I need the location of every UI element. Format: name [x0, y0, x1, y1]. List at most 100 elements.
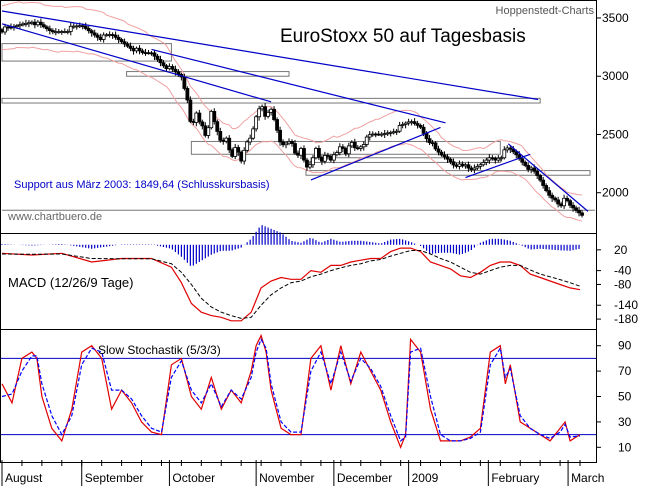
price-candle — [185, 88, 190, 101]
price-candle — [296, 152, 300, 156]
price-candle — [251, 128, 256, 139]
price-candle — [161, 62, 166, 67]
price-candle — [227, 137, 232, 151]
stoch-tick-label: 10 — [618, 440, 632, 454]
price-candle — [80, 25, 85, 28]
month-label: November — [259, 471, 314, 485]
price-candle — [430, 142, 435, 145]
price-candle — [442, 154, 447, 158]
price-candle — [191, 121, 196, 123]
price-candle — [421, 126, 426, 134]
price-candle — [571, 204, 575, 209]
price-candle — [388, 131, 393, 134]
price-tick-label: 3500 — [602, 11, 629, 25]
price-candle — [382, 133, 387, 135]
price-candle — [317, 148, 321, 158]
stoch-tick-label: 70 — [618, 364, 632, 378]
trendline — [151, 48, 446, 124]
price-candle — [266, 111, 270, 117]
price-candle — [152, 52, 157, 57]
signal-line — [1, 250, 581, 319]
price-candle — [397, 125, 402, 132]
price-candle — [436, 148, 441, 153]
price-candle — [119, 39, 124, 43]
price-candle — [361, 144, 366, 148]
price-candle — [394, 130, 399, 133]
price-candle — [95, 34, 100, 38]
stoch-axis: 10 30 50 70 90 — [596, 339, 632, 454]
price-candle — [0, 29, 4, 33]
price-candle — [149, 52, 154, 55]
price-candle — [314, 148, 318, 159]
price-candle — [272, 108, 276, 120]
price-candle — [331, 154, 336, 161]
month-label: August — [5, 471, 43, 485]
price-candle — [574, 207, 578, 211]
bollinger-lower-band — [1, 46, 583, 222]
price-candle — [47, 28, 52, 31]
price-candle — [215, 121, 220, 132]
price-candle — [6, 26, 10, 29]
price-candle — [206, 127, 211, 136]
price-candle — [65, 31, 70, 33]
price-candle — [15, 25, 19, 28]
price-candle — [74, 25, 79, 28]
price-candle — [385, 132, 390, 135]
price-candle — [176, 71, 181, 75]
price-candle — [134, 47, 139, 52]
price-candle — [230, 149, 235, 157]
price-candle — [475, 165, 480, 169]
price-candle — [433, 142, 438, 150]
price-candle — [38, 21, 43, 26]
price-candle — [391, 131, 396, 134]
month-label: October — [172, 471, 215, 485]
price-box — [310, 157, 501, 163]
price-candle — [167, 66, 172, 70]
macd-tick-label: 20 — [614, 243, 628, 257]
price-candle — [493, 157, 498, 161]
price-candle — [212, 111, 217, 123]
price-candle — [203, 125, 208, 136]
price-bars — [0, 18, 584, 218]
price-box — [1, 43, 172, 62]
macd-tick-label: -140 — [614, 298, 638, 312]
price-tick-label: 2500 — [602, 127, 629, 141]
stoch-lines — [1, 333, 581, 449]
price-boxes — [1, 43, 595, 211]
price-candle — [269, 108, 273, 113]
price-candle — [83, 25, 88, 29]
trendline — [507, 143, 589, 212]
price-candle — [248, 137, 253, 143]
price-box — [1, 97, 541, 104]
price-candle — [520, 158, 525, 163]
watermark-label: Hoppenstedt-Charts — [496, 5, 595, 17]
price-candle — [101, 34, 106, 40]
price-candle — [236, 147, 241, 153]
price-candle — [508, 147, 513, 150]
price-candle — [278, 129, 282, 143]
stoch-guides — [1, 357, 596, 436]
trendline — [465, 153, 531, 179]
price-candle — [56, 31, 61, 34]
price-candle — [29, 21, 34, 24]
price-candle — [41, 24, 46, 28]
price-candle — [59, 31, 64, 34]
price-candle — [412, 121, 417, 124]
price-box — [305, 170, 591, 176]
price-candle — [194, 112, 199, 123]
price-candle — [3, 26, 7, 33]
macd-histogram — [1, 225, 580, 266]
month-label: December — [337, 471, 392, 485]
price-candle — [364, 136, 369, 145]
price-candle — [559, 203, 563, 207]
price-candle — [305, 159, 309, 168]
support-annotation: Support aus März 2003: 1849,64 (Schlussk… — [14, 179, 270, 191]
price-candle — [263, 106, 268, 117]
price-candle — [125, 43, 130, 47]
price-candle — [337, 146, 342, 154]
price-candle — [376, 133, 381, 136]
price-candle — [577, 209, 581, 214]
price-candle — [224, 137, 229, 142]
price-candle — [415, 123, 420, 126]
